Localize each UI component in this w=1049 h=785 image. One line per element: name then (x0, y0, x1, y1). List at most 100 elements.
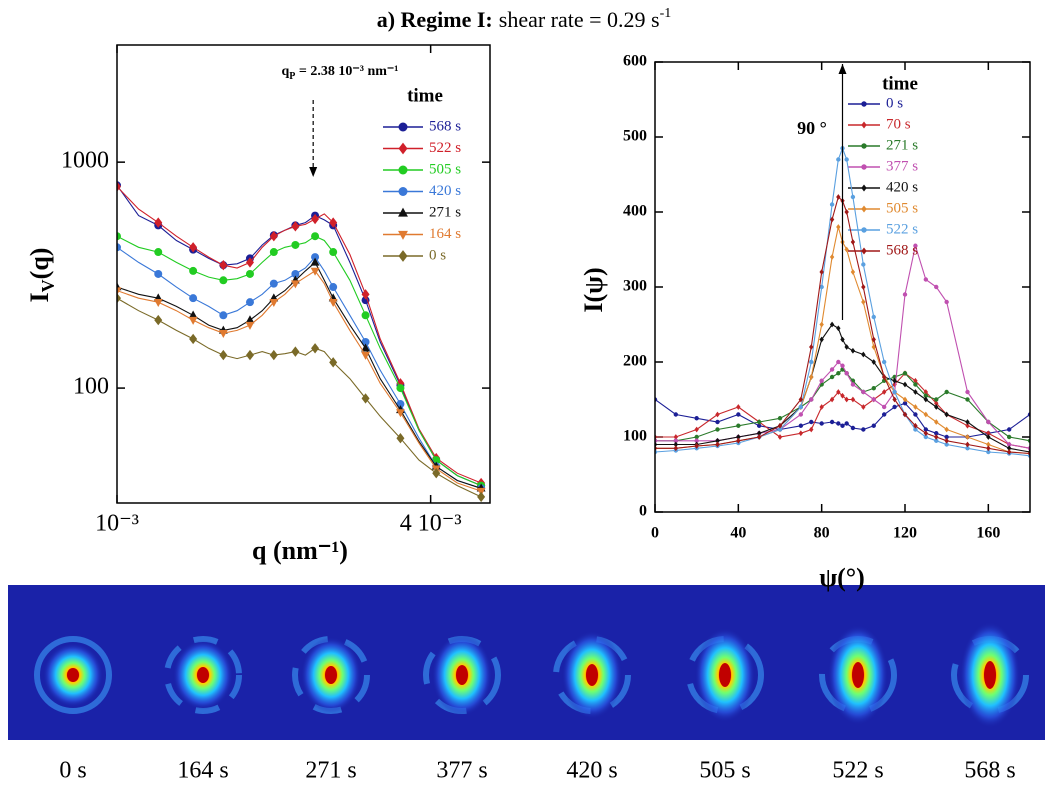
data-point (396, 384, 405, 393)
data-point (117, 287, 122, 296)
data-point (809, 374, 814, 380)
data-point (396, 433, 405, 444)
image-label: 568 s (964, 758, 1015, 784)
data-point (1006, 427, 1012, 432)
data-point (715, 419, 720, 425)
data-point (892, 377, 897, 384)
data-point (913, 422, 918, 429)
data-point (902, 292, 908, 297)
data-point (245, 257, 254, 268)
legend-marker (861, 247, 867, 255)
data-point (844, 157, 849, 162)
data-point (756, 430, 762, 437)
y-axis-label: I(ψ) (579, 267, 608, 312)
scatter-core (719, 663, 731, 687)
data-point (736, 423, 741, 428)
data-point (871, 314, 876, 320)
series-line (655, 372, 1030, 449)
data-point (923, 411, 929, 418)
data-point (836, 371, 841, 376)
legend-marker (861, 121, 867, 129)
data-point (673, 441, 679, 448)
data-point (117, 232, 121, 241)
data-point (923, 393, 929, 398)
data-point (219, 349, 228, 361)
data-point (861, 284, 866, 290)
data-point (881, 404, 887, 410)
data-point (798, 404, 804, 410)
data-point (902, 381, 908, 388)
data-point (328, 298, 338, 307)
data-point (188, 316, 198, 325)
data-point (844, 344, 849, 350)
data-point (311, 343, 320, 354)
data-point (694, 426, 699, 433)
data-point (861, 299, 866, 305)
data-point (694, 438, 699, 443)
data-point (819, 421, 824, 426)
data-point (881, 374, 887, 380)
legend-label: 568 s (429, 118, 461, 134)
data-point (219, 276, 228, 285)
data-point (829, 202, 835, 207)
data-point (673, 438, 679, 443)
data-point (836, 194, 841, 200)
data-point (329, 217, 338, 228)
data-point (934, 284, 939, 290)
legend-marker (861, 184, 867, 192)
data-point (902, 401, 908, 406)
data-point (836, 157, 841, 162)
data-point (117, 243, 121, 252)
data-point (154, 248, 163, 257)
data-point (944, 442, 949, 447)
series-line (655, 195, 1030, 455)
data-point (154, 217, 163, 228)
data-point (836, 325, 841, 332)
data-point (986, 441, 991, 448)
y-tick-label: 300 (623, 278, 647, 295)
scatter-ring (34, 636, 112, 714)
data-point (715, 411, 720, 418)
image-label: 164 s (177, 758, 228, 784)
data-point (218, 329, 228, 338)
data-point (117, 292, 121, 304)
data-point (944, 434, 949, 440)
data-point (934, 419, 939, 425)
data-point (329, 283, 338, 292)
data-point (694, 416, 699, 421)
data-point (269, 298, 279, 307)
data-point (986, 449, 991, 455)
data-point (829, 254, 835, 260)
data-point (311, 232, 320, 241)
data-point (329, 248, 338, 257)
legend-label: 420 s (429, 183, 461, 199)
data-point (829, 419, 835, 425)
data-point (892, 404, 897, 410)
data-point (944, 437, 949, 444)
data-point (736, 412, 741, 417)
data-point (819, 269, 824, 275)
data-point (361, 343, 370, 352)
image-label: 420 s (566, 758, 617, 784)
data-point (923, 434, 929, 440)
legend-title: time (882, 73, 918, 94)
data-point (829, 216, 835, 223)
data-point (756, 434, 762, 440)
data-point (836, 389, 841, 395)
data-point (850, 396, 856, 403)
data-point (913, 389, 918, 395)
image-label: 0 s (59, 758, 86, 784)
plot-frame (654, 61, 1031, 513)
data-point (923, 389, 929, 395)
data-point (871, 386, 876, 391)
data-point (361, 351, 370, 360)
data-point (913, 412, 918, 417)
data-point (715, 437, 720, 444)
data-point (902, 371, 908, 376)
data-point (189, 242, 198, 253)
data-point (913, 427, 918, 432)
data-point (871, 344, 876, 350)
data-point (819, 284, 824, 290)
x-axis-label: q (nm⁻¹) (252, 536, 348, 565)
